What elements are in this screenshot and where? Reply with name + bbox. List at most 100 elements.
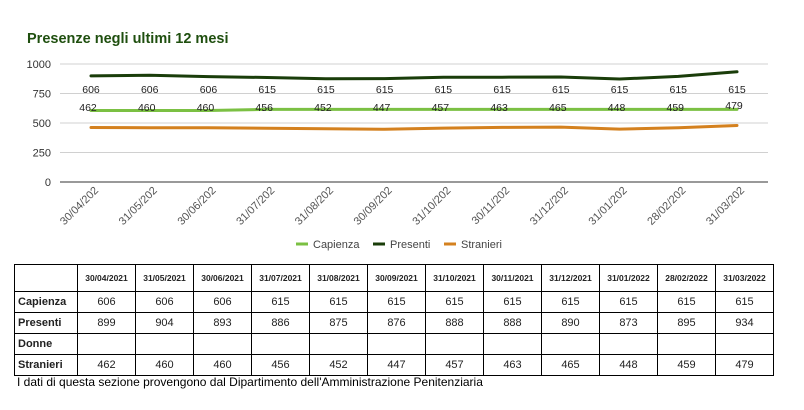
data-label: 460 — [138, 102, 156, 114]
table-cell: 615 — [309, 291, 368, 313]
data-label: 479 — [725, 100, 743, 112]
x-tick-label: 30/09/202 — [352, 185, 395, 228]
table-column-header: 31/08/2021 — [309, 264, 368, 292]
table-cell: 456 — [251, 354, 310, 376]
data-label: 615 — [435, 84, 453, 96]
table-cell: 452 — [309, 354, 368, 376]
data-point — [384, 108, 386, 110]
data-point — [560, 76, 562, 78]
data-point — [677, 127, 679, 129]
table-column-header: 31/07/2021 — [251, 264, 310, 292]
data-label: 457 — [432, 102, 450, 114]
data-label: 459 — [667, 102, 685, 114]
data-point — [207, 109, 209, 111]
data-label: 615 — [258, 84, 276, 96]
data-label: 615 — [493, 84, 511, 96]
table-cell: 459 — [657, 354, 716, 376]
data-point — [560, 126, 562, 128]
table-cell: 606 — [77, 291, 136, 313]
table-cell — [541, 333, 600, 355]
table-cell: 606 — [135, 291, 194, 313]
y-tick-label: 500 — [33, 118, 51, 130]
data-label: 606 — [141, 84, 159, 96]
data-point — [736, 124, 738, 126]
data-point — [677, 108, 679, 110]
data-label: 606 — [82, 84, 100, 96]
table-row: Capienza 606 606 606 615 615 615 615 615 615 615 61… — [14, 291, 774, 313]
table-cell — [193, 333, 252, 355]
chart-title: Presenze negli ultimi 12 mesi — [27, 31, 229, 47]
table-cell — [135, 333, 194, 355]
table-cell: 873 — [599, 312, 658, 334]
table-cell — [483, 333, 542, 355]
table-column-header: 31/03/2022 — [715, 264, 774, 292]
x-tick-label: 28/02/202 — [645, 185, 688, 228]
data-point — [207, 127, 209, 129]
y-tick-label: 750 — [33, 89, 51, 101]
x-tick-label: 30/06/202 — [175, 185, 218, 228]
data-point — [677, 75, 679, 77]
table-column-header: 30/06/2021 — [193, 264, 252, 292]
data-point — [736, 108, 738, 110]
data-label: 606 — [200, 84, 218, 96]
table-cell: 615 — [483, 291, 542, 313]
table-column-header: 31/01/2022 — [599, 264, 658, 292]
x-tick-label: 30/04/202 — [58, 185, 101, 228]
y-tick-label: 250 — [33, 148, 51, 160]
data-point — [501, 108, 503, 110]
table-cell: 479 — [715, 354, 774, 376]
y-tick-label: 0 — [45, 177, 51, 189]
table-row: Stranieri 462 460 460 456 452 447 457 463 465 448 4… — [14, 354, 774, 376]
table-cell — [251, 333, 310, 355]
table-cell: 615 — [599, 291, 658, 313]
table-cell: 615 — [251, 291, 310, 313]
data-point — [266, 108, 268, 110]
table-cell: 606 — [193, 291, 252, 313]
data-point — [619, 78, 621, 80]
table-cell: 875 — [309, 312, 368, 334]
data-point — [736, 71, 738, 73]
data-point — [619, 108, 621, 110]
legend-label: Capienza — [313, 239, 360, 251]
table-header-row: 30/04/2021 31/05/2021 30/06/2021 31/07/2021… — [14, 264, 774, 292]
table-cell: 462 — [77, 354, 136, 376]
table-cell: 448 — [599, 354, 658, 376]
data-point — [149, 109, 151, 111]
table-cell: 460 — [193, 354, 252, 376]
data-label: 456 — [255, 102, 273, 114]
table-cell: 893 — [193, 312, 252, 334]
data-point — [501, 76, 503, 78]
x-tick-label: 31/07/202 — [234, 185, 277, 228]
data-label: 615 — [552, 84, 570, 96]
table-cell: 888 — [425, 312, 484, 334]
table-row-label: Donne — [14, 333, 78, 355]
line-chart: 0 250 500 750 1000 30/04/202 31/05/202 30/06/20… — [27, 59, 768, 251]
data-label: 447 — [373, 102, 391, 114]
table-cell: 934 — [715, 312, 774, 334]
table-cell: 460 — [135, 354, 194, 376]
table-column-header: 31/05/2021 — [135, 264, 194, 292]
data-point — [149, 127, 151, 129]
table-cell: 890 — [541, 312, 600, 334]
data-point — [384, 128, 386, 130]
table-cell: 888 — [483, 312, 542, 334]
table-column-header: 30/11/2021 — [483, 264, 542, 292]
table-corner-cell — [14, 264, 78, 292]
data-point — [325, 108, 327, 110]
table-cell — [309, 333, 368, 355]
table-cell: 615 — [657, 291, 716, 313]
table-cell: 447 — [367, 354, 426, 376]
data-point — [149, 74, 151, 76]
data-point — [619, 128, 621, 130]
table-cell: 876 — [367, 312, 426, 334]
table-column-header: 31/12/2021 — [541, 264, 600, 292]
table-cell: 615 — [367, 291, 426, 313]
data-point — [442, 127, 444, 129]
table-cell — [77, 333, 136, 355]
data-point — [325, 128, 327, 130]
table-cell: 899 — [77, 312, 136, 334]
table-cell — [367, 333, 426, 355]
table-cell: 886 — [251, 312, 310, 334]
data-label: 462 — [79, 102, 97, 114]
series-line-capienza — [89, 107, 739, 112]
